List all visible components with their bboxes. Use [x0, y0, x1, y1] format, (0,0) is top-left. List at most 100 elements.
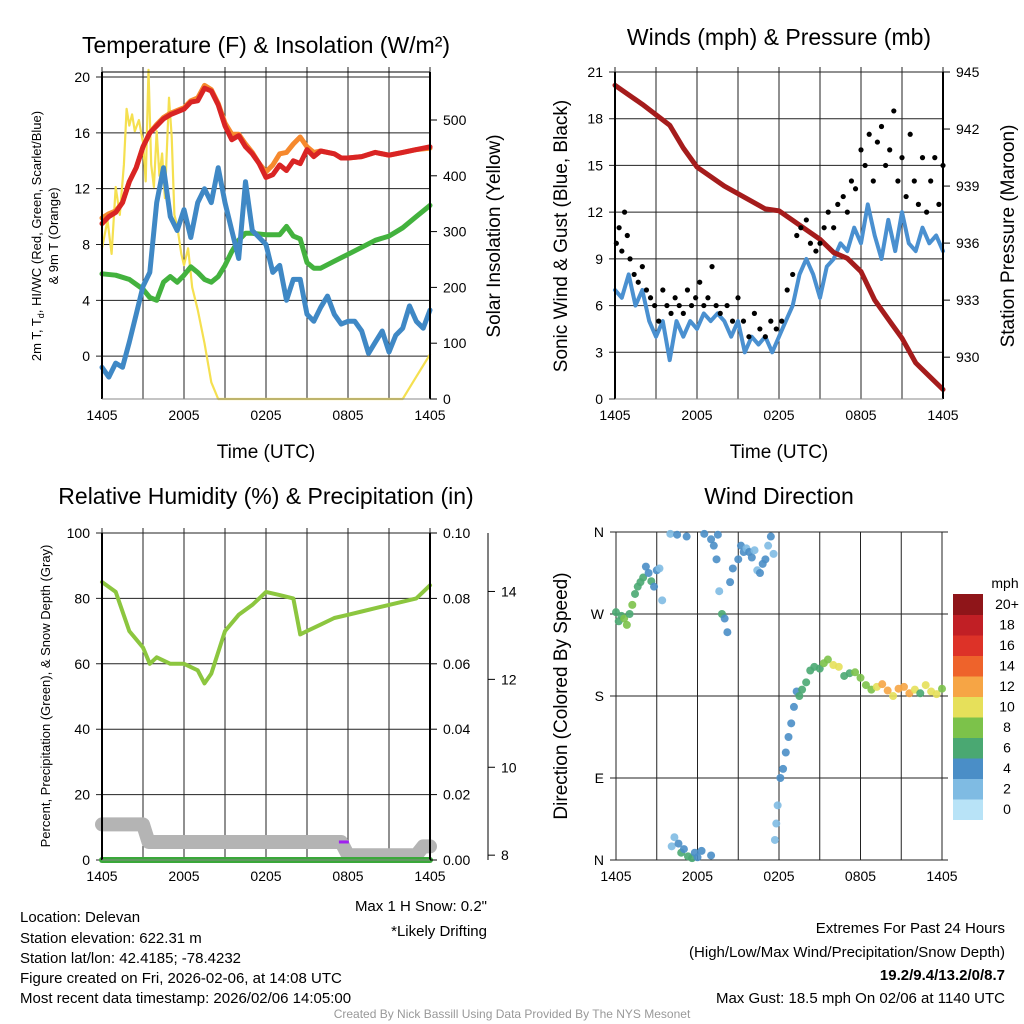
gust-point [817, 240, 823, 246]
gust-point [709, 264, 715, 270]
wind-direction-point [667, 842, 676, 851]
wind-direction-point [766, 532, 775, 541]
gust-point [874, 139, 881, 145]
wind-direction-point [798, 685, 807, 694]
gust-point [798, 225, 804, 231]
legend-label: 10 [999, 699, 1015, 715]
x-tick-label: 0805 [332, 868, 363, 884]
legend-label: 16 [999, 637, 1015, 653]
axes-layer: 1405 2005 0205 0805 140504812162001002003004… [67, 64, 980, 884]
y2-tick-label: 0.08 [443, 590, 470, 606]
y-tick-label: N [594, 852, 604, 868]
gust-point [825, 209, 831, 215]
y-tick-label: 9 [595, 251, 603, 267]
gust-point [911, 178, 917, 184]
series-line-2m-t [99, 85, 433, 227]
solar-y-axis-label: Solar Insolation (Yellow) [484, 134, 505, 337]
series-line-solar-insolation [100, 68, 432, 401]
gust-point [891, 108, 897, 114]
gust-point [779, 318, 785, 324]
legend-swatch [953, 778, 983, 800]
gust-point [631, 271, 637, 278]
wind-direction-point [709, 541, 718, 550]
y2-tick-label: 200 [443, 279, 467, 295]
gust-point [697, 279, 703, 285]
wind-direction-point [856, 673, 865, 682]
wind-direction-point [773, 801, 782, 810]
wind-direction-point [823, 655, 832, 664]
wind-direction-point [670, 833, 679, 842]
temperature-chart-title: Temperature (F) & Insolation (W/m²) [82, 32, 450, 58]
x-tick-label: 1405 [414, 868, 445, 884]
ylabel-subscript: d [36, 313, 46, 318]
y-tick-label: 0 [82, 852, 90, 868]
gust-point [616, 225, 622, 231]
pressure-y-axis-label: Station Pressure (Maroon) [998, 125, 1019, 348]
wind-direction-point [899, 682, 908, 691]
y-tick-label: 6 [595, 298, 603, 314]
gust-point [790, 271, 796, 278]
gust-point [784, 287, 790, 293]
legend-label: 4 [1003, 760, 1011, 776]
wind-direction-point [861, 681, 870, 690]
gust-point [831, 225, 837, 231]
legend-swatch [953, 758, 983, 779]
wind-direction-point [639, 573, 648, 582]
wind-direction-point [769, 549, 778, 558]
gust-point [751, 310, 758, 316]
temperature-y-axis-label-line2: & 9m T (Orange) [46, 187, 61, 284]
gust-point [807, 240, 814, 246]
y2-tick-label: 945 [956, 64, 980, 80]
humidity-y-axis-label: Percent, Precipitation (Green), & Snow D… [38, 545, 53, 848]
wind-direction-point [779, 764, 788, 773]
gust-point [757, 326, 763, 332]
x-tick-label: 1405 [599, 407, 630, 423]
x-tick-label: 1405 [927, 407, 958, 423]
credit-text: Created By Nick Bassill Using Data Provi… [334, 1007, 691, 1021]
winds-chart-title: Winds (mph) & Pressure (mb) [627, 24, 931, 50]
winds-y-axis-label: Sonic Wind & Gust (Blue, Black) [551, 100, 572, 372]
location-text: Location: Delevan [20, 909, 140, 926]
gust-point [639, 264, 645, 270]
wind-direction-point [715, 587, 724, 596]
x-tick-label: 1405 [414, 407, 445, 423]
wind-direction-point [815, 664, 824, 673]
gust-point [768, 318, 774, 324]
wind-direction-point [932, 690, 941, 699]
gust-point [664, 302, 670, 309]
legend-title: mph [991, 575, 1018, 591]
wind-direction-point [674, 839, 683, 848]
gust-point [619, 248, 625, 254]
series-line-station-pressure [612, 82, 946, 392]
y-tick-label: E [595, 770, 604, 786]
y3-tick-label: 10 [501, 759, 517, 775]
gust-point [672, 295, 678, 301]
gust-point [680, 310, 686, 316]
wind-direction-point [878, 680, 887, 689]
legend-swatch [953, 696, 983, 718]
gust-point [907, 131, 913, 137]
wind-direction-point [726, 578, 735, 587]
series-line-sonic-wind [613, 202, 945, 363]
legend-label: 6 [1003, 740, 1011, 756]
wind-direction-point [712, 555, 721, 564]
y-tick-label: 12 [587, 204, 603, 220]
wind-direction-chart-title: Wind Direction [704, 483, 854, 509]
direction-y-axis-label: Direction (Colored By Speed) [551, 572, 572, 819]
wind-direction-point [851, 668, 860, 677]
wind-direction-point [761, 555, 770, 564]
legend-swatch [953, 635, 983, 656]
legend-label: 14 [999, 658, 1015, 674]
x-tick-label: 2005 [168, 407, 199, 423]
x-tick-label: 0805 [845, 868, 876, 884]
gust-point [794, 232, 800, 239]
y-tick-label: 16 [74, 125, 90, 141]
legend-label: 12 [999, 678, 1015, 694]
gust-point [844, 209, 850, 215]
series-line-relative-humidity [100, 580, 432, 686]
wind-direction-point [795, 692, 804, 700]
gust-point [813, 248, 819, 254]
gust-point [840, 193, 846, 200]
x-tick-label: 0205 [763, 868, 794, 884]
wind-direction-point [834, 662, 843, 671]
